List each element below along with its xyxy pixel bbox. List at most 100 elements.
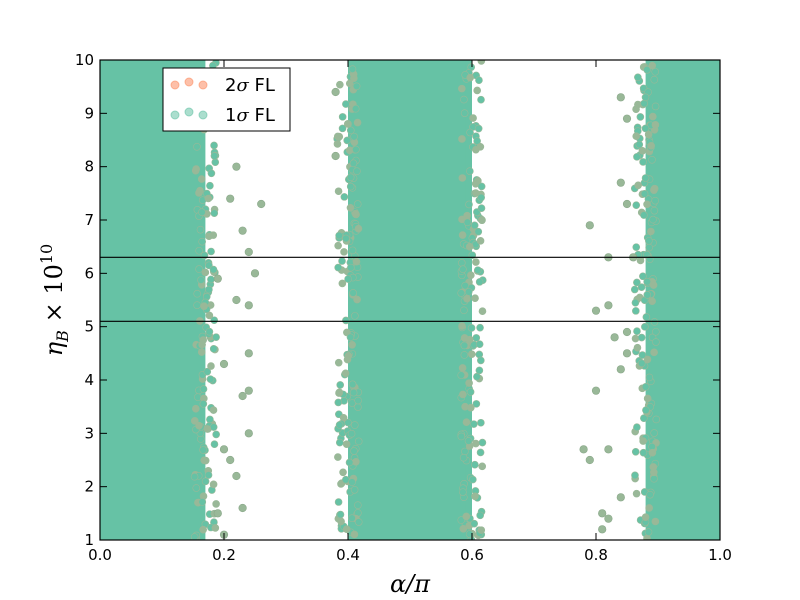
edge-point — [192, 165, 200, 173]
edge-point — [651, 196, 660, 205]
edge-point — [334, 187, 343, 196]
edge-point — [640, 414, 648, 423]
edge-point — [210, 316, 219, 325]
edge-point — [353, 200, 362, 208]
edge-point — [474, 227, 483, 236]
x-axis-label: α/π — [390, 570, 431, 598]
edge-point — [652, 415, 661, 424]
edge-point — [631, 471, 639, 480]
band-1-1 — [348, 60, 466, 540]
edge-point — [632, 132, 641, 141]
scatter-point — [591, 306, 601, 315]
edge-point — [633, 423, 641, 432]
edge-point — [645, 237, 653, 245]
edge-point — [333, 132, 342, 141]
edge-point — [467, 350, 476, 358]
edge-point — [460, 341, 469, 350]
edge-point — [639, 437, 647, 445]
edge-point — [475, 340, 484, 348]
y-tick-label: 10 — [75, 51, 94, 69]
edge-point — [346, 333, 355, 342]
edge-point — [639, 448, 648, 457]
edge-point — [209, 480, 218, 489]
edge-point — [459, 524, 468, 533]
edge-point — [201, 477, 210, 486]
edge-point — [193, 301, 201, 309]
legend-label: 1σ FL — [225, 105, 275, 126]
edge-point — [199, 446, 207, 454]
edge-point — [464, 437, 473, 445]
edge-point — [476, 448, 485, 457]
edge-point — [478, 462, 487, 471]
edge-point — [205, 285, 213, 294]
y-tick-label: 3 — [84, 424, 94, 442]
edge-point — [212, 430, 220, 439]
edge-point — [193, 142, 201, 151]
scatter-point — [604, 301, 613, 310]
edge-point — [348, 478, 356, 486]
edge-point — [650, 474, 658, 483]
edge-point — [198, 237, 206, 246]
y-tick-label: 4 — [84, 371, 94, 389]
edge-point — [193, 289, 202, 298]
scatter-point — [257, 199, 266, 209]
edge-point — [344, 275, 352, 283]
edge-point — [190, 472, 199, 481]
edge-point — [466, 128, 474, 137]
edge-point — [648, 448, 657, 457]
edge-point — [198, 340, 206, 349]
legend-marker — [170, 110, 180, 120]
edge-point — [458, 174, 467, 182]
edge-point — [641, 323, 649, 331]
edge-point — [631, 334, 640, 343]
edge-point — [345, 458, 354, 467]
edge-point — [192, 404, 200, 413]
edge-point — [633, 343, 642, 352]
edge-point — [471, 460, 479, 469]
edge-point — [633, 278, 641, 287]
edge-point — [348, 380, 357, 389]
edge-point — [207, 247, 215, 256]
edge-point — [475, 278, 484, 286]
band-1-2 — [651, 60, 720, 540]
edge-point — [347, 429, 356, 438]
scatter-point — [226, 194, 235, 203]
edge-point — [350, 132, 358, 141]
edge-point — [474, 124, 483, 133]
edge-point — [348, 65, 357, 73]
edge-point — [643, 65, 651, 74]
edge-point — [640, 190, 649, 198]
edge-point — [649, 112, 657, 121]
edge-point — [460, 334, 469, 342]
edge-point — [195, 189, 203, 197]
edge-point — [199, 385, 208, 393]
edge-point — [642, 406, 650, 414]
edge-point — [354, 396, 362, 405]
edge-point — [335, 421, 344, 429]
edge-point — [633, 327, 641, 336]
edge-point — [477, 193, 485, 202]
scatter-point — [232, 162, 241, 171]
edge-point — [458, 259, 466, 267]
edge-point — [353, 118, 362, 127]
edge-point — [476, 323, 484, 332]
edge-point — [197, 175, 206, 183]
scatter-point — [610, 333, 619, 342]
edge-point — [205, 311, 214, 320]
edge-point — [354, 501, 362, 509]
edge-point — [200, 302, 208, 311]
edge-point — [462, 418, 471, 427]
edge-point — [348, 246, 357, 255]
scatter-point — [238, 503, 247, 513]
edge-point — [211, 524, 220, 532]
x-tick-label: 0.0 — [88, 546, 112, 564]
edge-point — [634, 100, 642, 109]
edge-point — [470, 519, 479, 528]
legend-marker — [198, 80, 208, 90]
edge-point — [643, 534, 651, 540]
edge-point — [211, 158, 220, 167]
edge-point — [473, 86, 481, 95]
edge-point — [460, 306, 468, 315]
edge-point — [465, 200, 473, 209]
edge-point — [466, 73, 475, 82]
